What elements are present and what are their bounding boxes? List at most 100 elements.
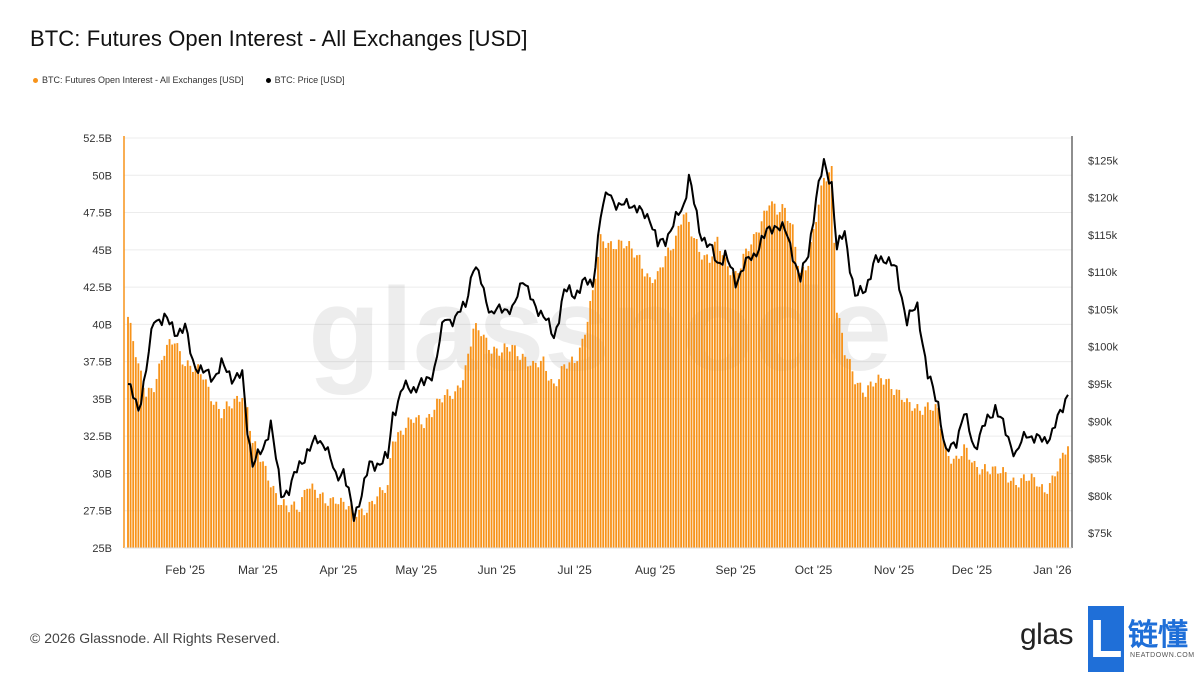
oi-bar	[706, 254, 708, 548]
oi-bar	[581, 338, 584, 548]
oi-bar	[511, 344, 514, 548]
oi-bar	[851, 371, 854, 548]
legend-item-oi[interactable]: BTC: Futures Open Interest - All Exchang…	[33, 75, 244, 85]
oi-bar	[887, 378, 890, 548]
oi-bar	[724, 257, 727, 548]
oi-bar	[812, 228, 815, 548]
oi-bar	[656, 271, 659, 548]
legend-label-oi: BTC: Futures Open Interest - All Exchang…	[42, 75, 244, 85]
oi-bar	[672, 248, 675, 549]
oi-bar	[150, 388, 153, 548]
oi-bar	[700, 259, 703, 548]
oi-bar	[272, 485, 275, 548]
oi-bar	[545, 370, 547, 548]
x-tick-label: Sep '25	[715, 563, 756, 577]
oi-bar	[212, 404, 215, 548]
oi-bar	[386, 485, 389, 548]
oi-bar	[804, 270, 807, 548]
oi-bar	[760, 221, 763, 549]
oi-bar	[550, 379, 553, 548]
oi-bar	[895, 389, 898, 548]
oi-bar	[199, 374, 202, 548]
oi-bar	[233, 398, 236, 548]
oi-bar	[843, 355, 846, 548]
oi-bar	[690, 236, 693, 548]
oi-bar	[654, 279, 657, 548]
oi-bar	[334, 503, 337, 548]
oi-bar	[643, 276, 646, 548]
oi-bar	[168, 339, 171, 548]
oi-bar	[482, 334, 485, 548]
right-tick-label: $80k	[1088, 491, 1112, 503]
oi-bar	[186, 360, 189, 548]
oi-bar	[420, 424, 423, 548]
oi-bar	[908, 402, 911, 548]
oi-bar	[802, 266, 805, 548]
oi-bar	[295, 509, 298, 548]
oi-bar	[926, 402, 929, 548]
oi-bar	[264, 465, 267, 548]
oi-bar	[246, 407, 249, 548]
left-tick-label: 47.5B	[83, 208, 112, 220]
oi-bar	[833, 242, 836, 548]
oi-bar	[989, 474, 992, 548]
oi-bar	[423, 428, 425, 548]
oi-bar	[412, 422, 415, 548]
x-tick-label: Apr '25	[320, 563, 358, 577]
oi-bar	[916, 404, 919, 548]
oi-bar	[726, 266, 729, 548]
oi-bar	[807, 265, 810, 548]
oi-bar	[1038, 486, 1041, 548]
oi-bar	[716, 236, 719, 548]
oi-bar	[526, 366, 529, 548]
oi-bar	[578, 347, 581, 548]
oi-bar	[192, 371, 194, 548]
oi-bar	[469, 346, 472, 548]
oi-bar	[973, 460, 976, 548]
oi-bar	[745, 248, 747, 549]
oi-bar	[934, 404, 937, 548]
oi-bar	[799, 272, 802, 548]
oi-bar	[1020, 478, 1023, 548]
oi-bar	[638, 254, 641, 548]
oi-bar	[539, 360, 542, 548]
oi-bar	[433, 409, 436, 548]
oi-bar	[682, 214, 685, 548]
oi-bar	[711, 256, 714, 548]
oi-bar	[503, 343, 506, 548]
oi-bar	[529, 365, 532, 548]
left-tick-label: 35B	[92, 394, 112, 406]
oi-bar	[786, 220, 789, 548]
legend-item-price[interactable]: BTC: Price [USD]	[265, 75, 345, 85]
oi-bar	[519, 360, 522, 548]
oi-bar	[202, 379, 205, 548]
oi-bar	[939, 428, 942, 548]
oi-bar	[477, 330, 480, 548]
oi-bar	[952, 458, 955, 548]
oi-bar	[810, 242, 812, 548]
oi-bar	[558, 379, 560, 548]
oi-bar	[166, 344, 168, 548]
oi-bar	[924, 406, 927, 548]
oi-bar	[958, 458, 960, 548]
oi-bar	[306, 488, 309, 548]
oi-bar	[752, 234, 755, 548]
oi-bar	[773, 203, 776, 548]
oi-bar	[381, 490, 384, 548]
oi-bar	[449, 395, 451, 548]
oi-bar	[428, 414, 431, 548]
oi-bar	[755, 232, 758, 548]
oi-bar	[160, 360, 163, 548]
oi-bar	[893, 394, 895, 548]
oi-bar	[1046, 493, 1049, 548]
oi-bar	[524, 356, 527, 548]
oi-bar	[316, 497, 319, 548]
left-tick-label: 40B	[92, 319, 112, 331]
oi-bar	[262, 461, 264, 548]
oi-bar	[228, 406, 231, 548]
oi-bar	[945, 447, 947, 548]
oi-bar	[854, 384, 856, 548]
oi-bar	[407, 417, 410, 548]
oi-bar	[376, 496, 379, 548]
